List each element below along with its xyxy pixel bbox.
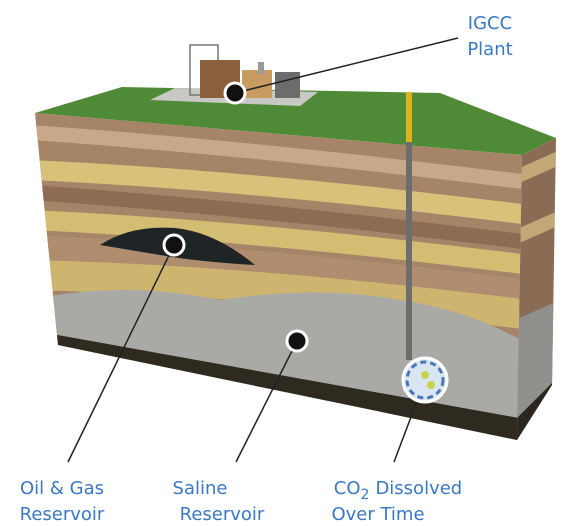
oil-gas-label: Reservoir [20, 504, 105, 525]
marker [162, 233, 186, 257]
marker [223, 81, 247, 105]
callout-lines [67, 37, 459, 463]
saline-label: Reservoir [180, 504, 265, 525]
side-face [517, 138, 556, 440]
igcc-label: IGCC [468, 13, 512, 34]
co2-subscript: 2 [361, 487, 370, 503]
strata [35, 113, 522, 440]
oil-gas-label: Oil & Gas [20, 478, 104, 499]
saline-label: Saline [173, 478, 228, 499]
co2-inset [401, 356, 449, 404]
co2-formula: CO [334, 478, 361, 499]
injection-well [406, 92, 412, 360]
co2-text: Dissolved [375, 478, 462, 499]
ground-surface [35, 87, 556, 155]
igcc-label: Plant [467, 39, 512, 60]
well-head [406, 92, 412, 142]
co2-label: CO2 Dissolved [334, 478, 462, 503]
marker [285, 329, 309, 353]
co2-label: Over Time [331, 504, 424, 525]
